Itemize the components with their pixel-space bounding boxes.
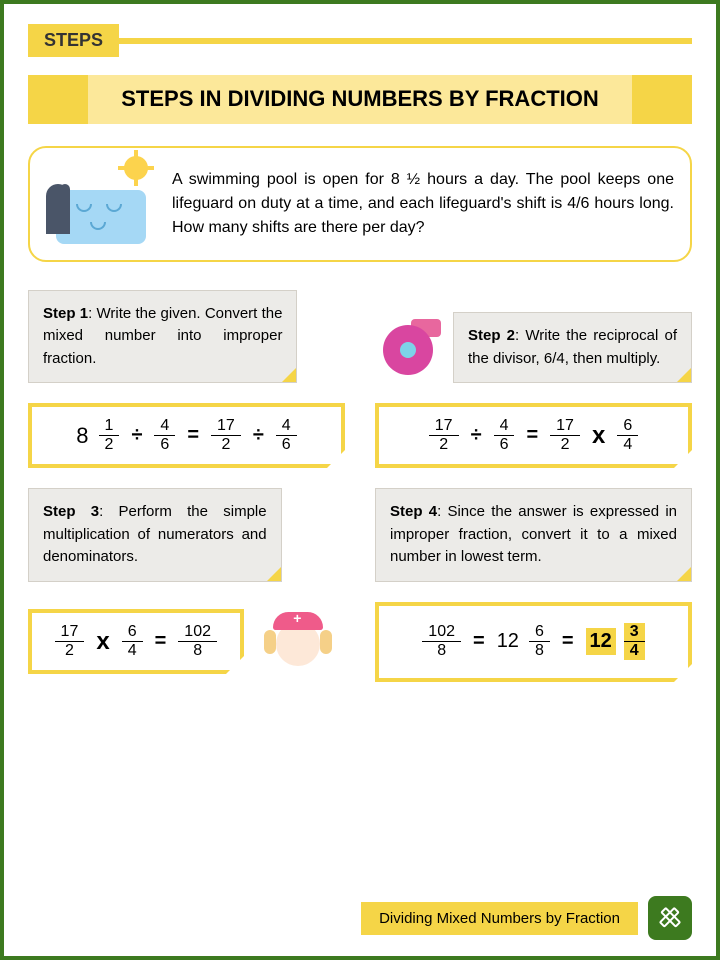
step-2-box: Step 2: Write the reciprocal of the divi… [453,312,692,383]
ruler-pencil-icon [648,896,692,940]
pool-icon [46,164,156,244]
equation-1: 8 12 ÷ 46 = 172 ÷ 46 [28,403,345,468]
step-1-box: Step 1: Write the given. Convert the mix… [28,290,297,384]
header-label: STEPS [28,24,119,57]
lifeguard-icon [258,602,338,682]
header-line [119,38,692,44]
step-4-box: Step 4: Since the answer is expressed in… [375,488,692,582]
header: STEPS [28,24,692,57]
page-title: STEPS IN DIVIDING NUMBERS BY FRACTION [88,75,632,124]
problem-text: A swimming pool is open for 8 ½ hours a … [172,168,674,240]
problem-box: A swimming pool is open for 8 ½ hours a … [28,146,692,262]
whistle-icon [375,313,445,383]
title-box: STEPS IN DIVIDING NUMBERS BY FRACTION [28,75,692,124]
footer: Dividing Mixed Numbers by Fraction [361,896,692,940]
equation-3: 172 x 64 = 1028 [28,609,244,674]
equation-4: 1028 = 12 68 = 12 34 [375,602,692,682]
step-3-box: Step 3: Perform the simple multiplicatio… [28,488,282,582]
equation-2: 172 ÷ 46 = 172 x 64 [375,403,692,468]
steps-grid: Step 1: Write the given. Convert the mix… [28,290,692,682]
footer-text: Dividing Mixed Numbers by Fraction [361,902,638,935]
